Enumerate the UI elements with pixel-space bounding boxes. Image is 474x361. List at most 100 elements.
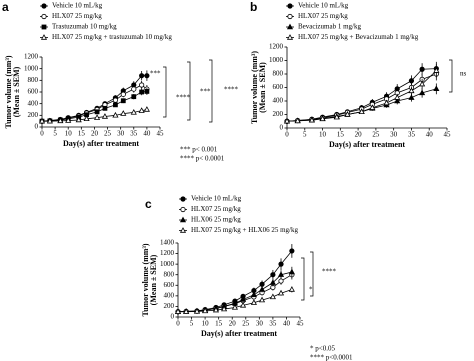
marker bbox=[102, 105, 108, 111]
marker bbox=[212, 306, 220, 313]
marker bbox=[41, 13, 47, 20]
marker bbox=[278, 278, 284, 284]
marker bbox=[408, 78, 415, 84]
marker bbox=[57, 117, 64, 124]
y-tick-label: 600 bbox=[273, 83, 284, 91]
x-tick-label: 45 bbox=[444, 131, 452, 139]
y-tick-label: 400 bbox=[28, 99, 39, 107]
legend-label: Vehicle 10 mL/kg bbox=[191, 195, 242, 203]
legend-label: HLX07 25 mg/kg + HLX06 25 mg/kg bbox=[191, 226, 298, 234]
y-tick-label: 400 bbox=[164, 291, 175, 299]
marker bbox=[112, 97, 119, 103]
x-tick-label: 5 bbox=[303, 131, 307, 139]
x-tick-label: 15 bbox=[337, 131, 345, 139]
legend-label: Vehicle 10 mL/kg bbox=[298, 2, 349, 10]
legend-label: HLX07 25 mg/kg bbox=[52, 12, 102, 20]
annotation: **** p<0.0001 bbox=[310, 354, 353, 361]
marker bbox=[143, 106, 150, 112]
annotation: *** bbox=[150, 70, 161, 78]
marker bbox=[287, 13, 293, 20]
annotation: **** p< 0.0001 bbox=[180, 155, 225, 163]
marker bbox=[75, 116, 82, 123]
marker bbox=[120, 98, 126, 104]
marker bbox=[94, 109, 100, 115]
annotation: *** bbox=[200, 88, 211, 96]
y-tick-label: 400 bbox=[273, 97, 284, 105]
marker bbox=[113, 102, 118, 108]
marker bbox=[286, 34, 294, 40]
marker bbox=[294, 117, 301, 124]
y-tick-label: 1000 bbox=[269, 56, 284, 64]
marker bbox=[408, 87, 415, 94]
marker bbox=[269, 279, 276, 285]
panel-letter: a bbox=[2, 0, 9, 14]
y-tick-label: 1200 bbox=[24, 53, 39, 61]
marker bbox=[38, 117, 46, 124]
marker bbox=[288, 268, 295, 275]
x-tick-label: 20 bbox=[229, 320, 237, 328]
marker bbox=[112, 111, 119, 118]
marker bbox=[183, 308, 190, 314]
marker bbox=[419, 89, 426, 96]
annotation: **** bbox=[224, 86, 239, 94]
legend-label: HLX06 25 mg/kg bbox=[191, 216, 241, 224]
marker bbox=[144, 73, 150, 79]
x-tick-label: 35 bbox=[269, 320, 277, 328]
marker bbox=[250, 291, 257, 297]
marker bbox=[41, 24, 47, 30]
x-tick-label: 40 bbox=[283, 320, 291, 328]
marker bbox=[202, 307, 209, 314]
marker bbox=[433, 67, 440, 73]
y-axis-label: Tumor volume (mm³) bbox=[141, 243, 150, 316]
marker bbox=[283, 117, 291, 124]
x-tick-label: 40 bbox=[426, 131, 434, 139]
x-tick-label: 10 bbox=[202, 320, 210, 328]
marker bbox=[258, 286, 266, 292]
y-tick-label: 800 bbox=[164, 270, 175, 278]
marker bbox=[41, 3, 47, 9]
x-tick-label: 40 bbox=[143, 130, 151, 138]
marker bbox=[419, 80, 426, 87]
marker bbox=[180, 196, 186, 202]
marker bbox=[120, 110, 127, 116]
x-tick-label: 0 bbox=[285, 131, 289, 139]
marker bbox=[139, 82, 145, 88]
x-tick-label: 20 bbox=[355, 131, 363, 139]
marker bbox=[270, 272, 276, 278]
marker bbox=[139, 89, 145, 95]
significance-bracket bbox=[187, 61, 191, 121]
panel-letter: b bbox=[250, 0, 257, 14]
significance-bracket bbox=[449, 59, 453, 93]
marker bbox=[65, 117, 72, 123]
annotation: **** bbox=[176, 94, 191, 102]
annotation: * bbox=[309, 286, 313, 294]
y-tick-label: 200 bbox=[273, 110, 284, 118]
marker bbox=[138, 107, 145, 113]
y-tick-label: 1000 bbox=[160, 260, 175, 268]
marker bbox=[221, 305, 228, 312]
marker bbox=[394, 94, 401, 100]
marker bbox=[277, 289, 285, 296]
significance-bracket bbox=[310, 251, 314, 297]
x-tick-label: 25 bbox=[372, 131, 380, 139]
x-tick-label: 45 bbox=[157, 130, 165, 138]
annotation: *** p< 0.001 bbox=[180, 146, 218, 154]
panel-letter: c bbox=[145, 197, 152, 211]
marker bbox=[258, 296, 266, 303]
marker bbox=[179, 216, 187, 223]
y-tick-label: 800 bbox=[273, 70, 284, 78]
y-tick-label: 1200 bbox=[160, 249, 175, 257]
marker bbox=[286, 23, 294, 30]
legend-label: HLX07 25 mg/kg bbox=[191, 205, 241, 213]
marker bbox=[369, 104, 376, 110]
x-tick-label: 30 bbox=[390, 131, 398, 139]
x-tick-label: 10 bbox=[65, 130, 73, 138]
marker bbox=[180, 206, 186, 213]
marker bbox=[308, 116, 315, 123]
marker bbox=[419, 66, 425, 72]
legend-label: Vehicle 10 mL/kg bbox=[52, 2, 103, 10]
legend-label: HLX07 25 mg/kg + trastuzumab 10 mg/kg bbox=[52, 33, 172, 41]
y-tick-label: 600 bbox=[164, 281, 175, 289]
marker bbox=[239, 301, 247, 308]
